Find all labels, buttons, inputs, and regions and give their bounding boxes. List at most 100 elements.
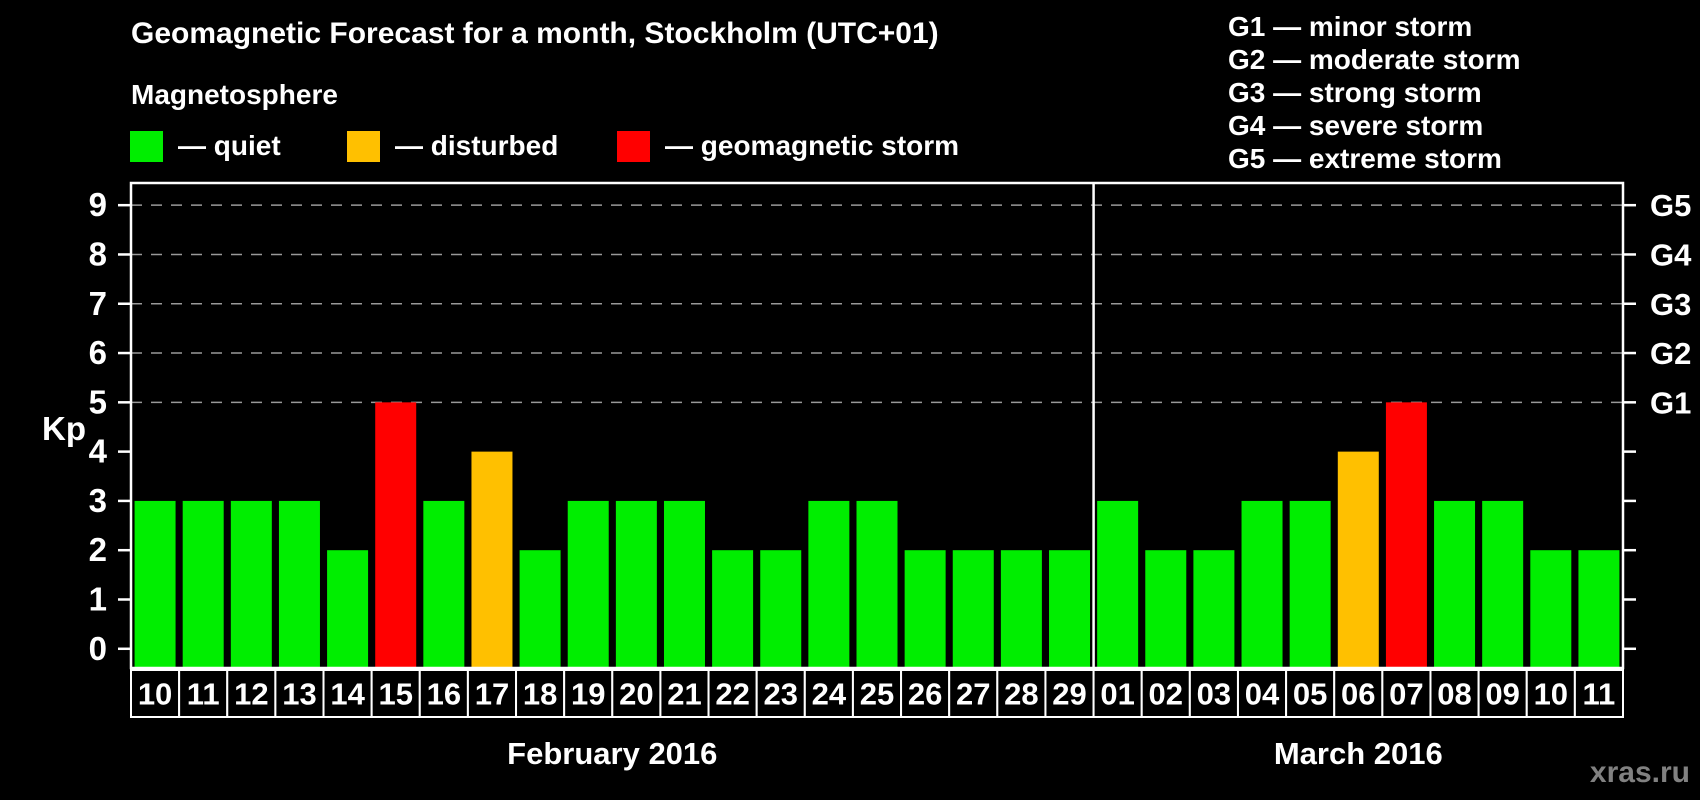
kp-bar-day-04 bbox=[1241, 500, 1283, 668]
day-label-cell bbox=[1092, 669, 1143, 718]
g-scale-legend: G1 — minor storm G2 — moderate storm G3 … bbox=[1228, 10, 1521, 175]
day-label: 26 bbox=[908, 677, 942, 712]
y-axis-tick-label: 0 bbox=[89, 630, 107, 667]
day-label: 05 bbox=[1293, 677, 1327, 712]
storm-color-swatch bbox=[617, 130, 650, 162]
plot-border bbox=[129, 181, 1625, 670]
day-label: 03 bbox=[1197, 677, 1231, 712]
day-label: 25 bbox=[860, 677, 894, 712]
quiet-color-swatch bbox=[130, 130, 163, 162]
kp-bar-day-23 bbox=[760, 550, 802, 668]
kp-bar-day-11 bbox=[1578, 550, 1620, 668]
g-scale-legend-line-g5: G5 — extreme storm bbox=[1228, 143, 1502, 174]
day-label: 29 bbox=[1052, 677, 1086, 712]
kp-bar-day-01 bbox=[1097, 500, 1139, 668]
kp-bar-day-15 bbox=[375, 402, 417, 668]
day-label: 07 bbox=[1389, 677, 1423, 712]
page-title: Geomagnetic Forecast for a month, Stockh… bbox=[131, 17, 939, 50]
kp-bar-day-24 bbox=[808, 500, 850, 668]
kp-bar-day-13 bbox=[278, 500, 320, 668]
kp-bar-day-26 bbox=[904, 550, 946, 668]
month-label: February 2016 bbox=[507, 736, 717, 771]
kp-axis-label: Kp bbox=[42, 410, 86, 447]
day-label: 23 bbox=[763, 677, 797, 712]
y-axis-tick-label: 7 bbox=[89, 285, 107, 322]
kp-bar-day-17 bbox=[471, 451, 513, 668]
day-label-cell bbox=[996, 669, 1047, 718]
day-label: 13 bbox=[282, 677, 316, 712]
day-label: 19 bbox=[571, 677, 605, 712]
day-label: 22 bbox=[715, 677, 749, 712]
day-label: 10 bbox=[138, 677, 172, 712]
g-scale-legend-line-g1: G1 — minor storm bbox=[1228, 11, 1473, 42]
kp-bar-day-05 bbox=[1289, 500, 1331, 668]
legend-item-storm-label: — geomagnetic storm bbox=[665, 130, 960, 161]
day-label: 27 bbox=[956, 677, 990, 712]
day-label-cell bbox=[515, 669, 566, 718]
g-scale-legend-line-g4: G4 — severe storm bbox=[1228, 110, 1484, 141]
day-label: 18 bbox=[523, 677, 557, 712]
kp-bar-day-19 bbox=[567, 500, 609, 668]
y-axis-tick-label: 8 bbox=[89, 235, 107, 272]
g-scale-tick-label: G5 bbox=[1650, 188, 1691, 223]
day-label: 28 bbox=[1004, 677, 1038, 712]
y-axis-tick-label: 9 bbox=[89, 186, 107, 223]
g-scale-tick-label: G3 bbox=[1650, 287, 1691, 322]
kp-bar-day-03 bbox=[1193, 550, 1235, 668]
day-label: 08 bbox=[1437, 677, 1471, 712]
kp-bar-day-06 bbox=[1337, 451, 1379, 668]
day-label-cell bbox=[659, 669, 710, 718]
y-axis-tick-label: 4 bbox=[89, 433, 108, 470]
kp-bar-day-21 bbox=[663, 500, 705, 668]
g-scale-tick-label: G1 bbox=[1650, 385, 1691, 420]
day-label-cell bbox=[611, 669, 662, 718]
day-label: 15 bbox=[378, 677, 412, 712]
day-label-cell bbox=[322, 669, 373, 718]
kp-bar-day-10 bbox=[134, 500, 176, 668]
legend-item-disturbed: — disturbed bbox=[347, 130, 558, 162]
kp-bar-day-09 bbox=[1482, 500, 1524, 668]
day-label-cell bbox=[1333, 669, 1384, 718]
g-scale-tick-label: G2 bbox=[1650, 336, 1691, 371]
kp-bar-day-20 bbox=[615, 500, 657, 668]
day-label-cell bbox=[130, 669, 181, 718]
g-scale-legend-line-g3: G3 — strong storm bbox=[1228, 77, 1482, 108]
day-label: 12 bbox=[234, 677, 268, 712]
day-label: 06 bbox=[1341, 677, 1375, 712]
legend-item-quiet-label: — quiet bbox=[178, 130, 281, 161]
day-label: 16 bbox=[427, 677, 461, 712]
month-label: March 2016 bbox=[1274, 736, 1443, 771]
kp-bar-day-12 bbox=[230, 500, 272, 668]
kp-bar-day-11 bbox=[182, 500, 224, 668]
day-label: 24 bbox=[812, 677, 847, 712]
day-label: 02 bbox=[1149, 677, 1183, 712]
day-label: 20 bbox=[619, 677, 653, 712]
kp-bar-day-18 bbox=[519, 550, 561, 668]
day-label-cell bbox=[1140, 669, 1191, 718]
y-axis-tick-label: 3 bbox=[89, 482, 107, 519]
day-label: 09 bbox=[1485, 677, 1519, 712]
day-label: 01 bbox=[1100, 677, 1134, 712]
day-label-cell bbox=[1573, 669, 1625, 718]
day-label: 04 bbox=[1245, 677, 1280, 712]
kp-bar-day-29 bbox=[1049, 550, 1091, 668]
day-label-cell bbox=[370, 669, 421, 718]
day-label-cell bbox=[1285, 669, 1336, 718]
day-label: 11 bbox=[187, 677, 220, 712]
day-label-cell bbox=[418, 669, 469, 718]
disturbed-color-swatch bbox=[347, 130, 380, 162]
magnetosphere-label: Magnetosphere bbox=[131, 79, 338, 110]
y-axis-tick-label: 2 bbox=[89, 531, 107, 568]
day-label-cell bbox=[1044, 669, 1095, 718]
day-label-cell bbox=[1525, 669, 1576, 718]
day-label: 21 bbox=[667, 677, 701, 712]
kp-bar-day-28 bbox=[1000, 550, 1042, 668]
kp-bar-day-16 bbox=[423, 500, 465, 668]
day-label-cell bbox=[948, 669, 999, 718]
kp-bar-day-14 bbox=[327, 550, 369, 668]
status-legend: — quiet — disturbed — geomagnetic storm bbox=[0, 130, 1700, 170]
kp-bar-day-07 bbox=[1385, 402, 1427, 668]
day-label-cell bbox=[1236, 669, 1288, 718]
